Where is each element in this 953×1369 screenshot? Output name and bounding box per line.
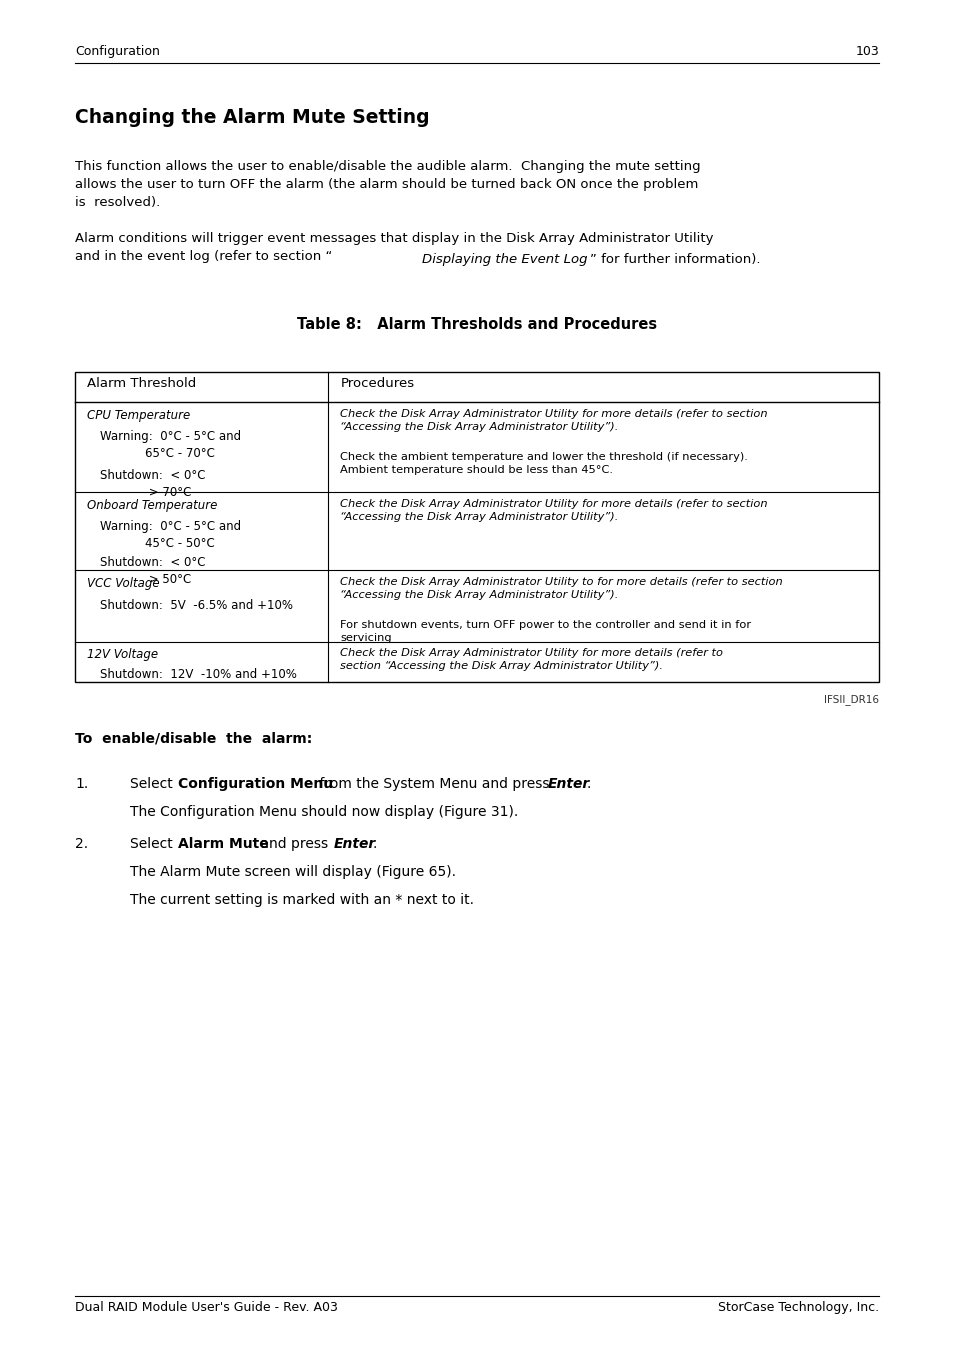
Text: Shutdown:  5V  -6.5% and +10%: Shutdown: 5V -6.5% and +10% [100, 600, 293, 612]
Text: 1.: 1. [75, 778, 89, 791]
Text: Enter: Enter [547, 778, 590, 791]
Text: Check the Disk Array Administrator Utility for more details (refer to section
“A: Check the Disk Array Administrator Utili… [340, 498, 767, 522]
Text: Alarm Mute: Alarm Mute [178, 836, 269, 852]
Text: Procedures: Procedures [340, 376, 414, 390]
Text: Check the ambient temperature and lower the threshold (if necessary).
Ambient te: Check the ambient temperature and lower … [340, 452, 747, 475]
Text: Check the Disk Array Administrator Utility for more details (refer to
section “A: Check the Disk Array Administrator Utili… [340, 648, 722, 671]
Text: Table 8:   Alarm Thresholds and Procedures: Table 8: Alarm Thresholds and Procedures [296, 318, 657, 333]
Text: StorCase Technology, Inc.: StorCase Technology, Inc. [717, 1301, 878, 1314]
Text: Configuration Menu: Configuration Menu [178, 778, 333, 791]
Text: Warning:  0°C - 5°C and
            45°C - 50°C: Warning: 0°C - 5°C and 45°C - 50°C [100, 520, 241, 550]
Text: The Configuration Menu should now display (Figure 31).: The Configuration Menu should now displa… [130, 805, 517, 819]
Text: CPU Temperature: CPU Temperature [87, 409, 190, 422]
Text: The current setting is marked with an * next to it.: The current setting is marked with an * … [130, 893, 474, 908]
Text: IFSII_DR16: IFSII_DR16 [823, 694, 878, 705]
Text: 12V Voltage: 12V Voltage [87, 648, 158, 661]
Text: Warning:  0°C - 5°C and
            65°C - 70°C: Warning: 0°C - 5°C and 65°C - 70°C [100, 430, 241, 460]
Text: Check the Disk Array Administrator Utility to for more details (refer to section: Check the Disk Array Administrator Utili… [340, 576, 782, 600]
Text: Dual RAID Module User's Guide - Rev. A03: Dual RAID Module User's Guide - Rev. A03 [75, 1301, 337, 1314]
Text: Alarm Threshold: Alarm Threshold [87, 376, 196, 390]
Text: Select: Select [130, 836, 177, 852]
Text: The Alarm Mute screen will display (Figure 65).: The Alarm Mute screen will display (Figu… [130, 865, 456, 879]
Text: Displaying the Event Log: Displaying the Event Log [421, 253, 587, 266]
Text: This function allows the user to enable/disable the audible alarm.  Changing the: This function allows the user to enable/… [75, 160, 700, 209]
Text: Shutdown:  < 0°C
             > 50°C: Shutdown: < 0°C > 50°C [100, 556, 205, 586]
Text: Select: Select [130, 778, 177, 791]
Text: Shutdown:  < 0°C
             > 70°C: Shutdown: < 0°C > 70°C [100, 470, 205, 498]
Text: ” for further information).: ” for further information). [589, 253, 760, 266]
Text: Alarm conditions will trigger event messages that display in the Disk Array Admi: Alarm conditions will trigger event mess… [75, 231, 713, 263]
Text: To  enable/disable  the  alarm:: To enable/disable the alarm: [75, 732, 312, 746]
Text: Shutdown:  12V  -10% and +10%: Shutdown: 12V -10% and +10% [100, 668, 296, 680]
Text: .: . [372, 836, 376, 852]
Text: Enter: Enter [334, 836, 375, 852]
Text: 2.: 2. [75, 836, 88, 852]
Text: 103: 103 [854, 45, 878, 57]
Text: and press: and press [255, 836, 333, 852]
Text: .: . [585, 778, 590, 791]
Text: For shutdown events, turn OFF power to the controller and send it in for
servici: For shutdown events, turn OFF power to t… [340, 620, 751, 643]
Text: VCC Voltage: VCC Voltage [87, 576, 159, 590]
Text: Changing the Alarm Mute Setting: Changing the Alarm Mute Setting [75, 108, 429, 127]
Text: Configuration: Configuration [75, 45, 160, 57]
Text: Check the Disk Array Administrator Utility for more details (refer to section
“A: Check the Disk Array Administrator Utili… [340, 409, 767, 433]
Text: Onboard Temperature: Onboard Temperature [87, 498, 217, 512]
Text: from the System Menu and press: from the System Menu and press [314, 778, 554, 791]
Bar [75, 372, 878, 682]
